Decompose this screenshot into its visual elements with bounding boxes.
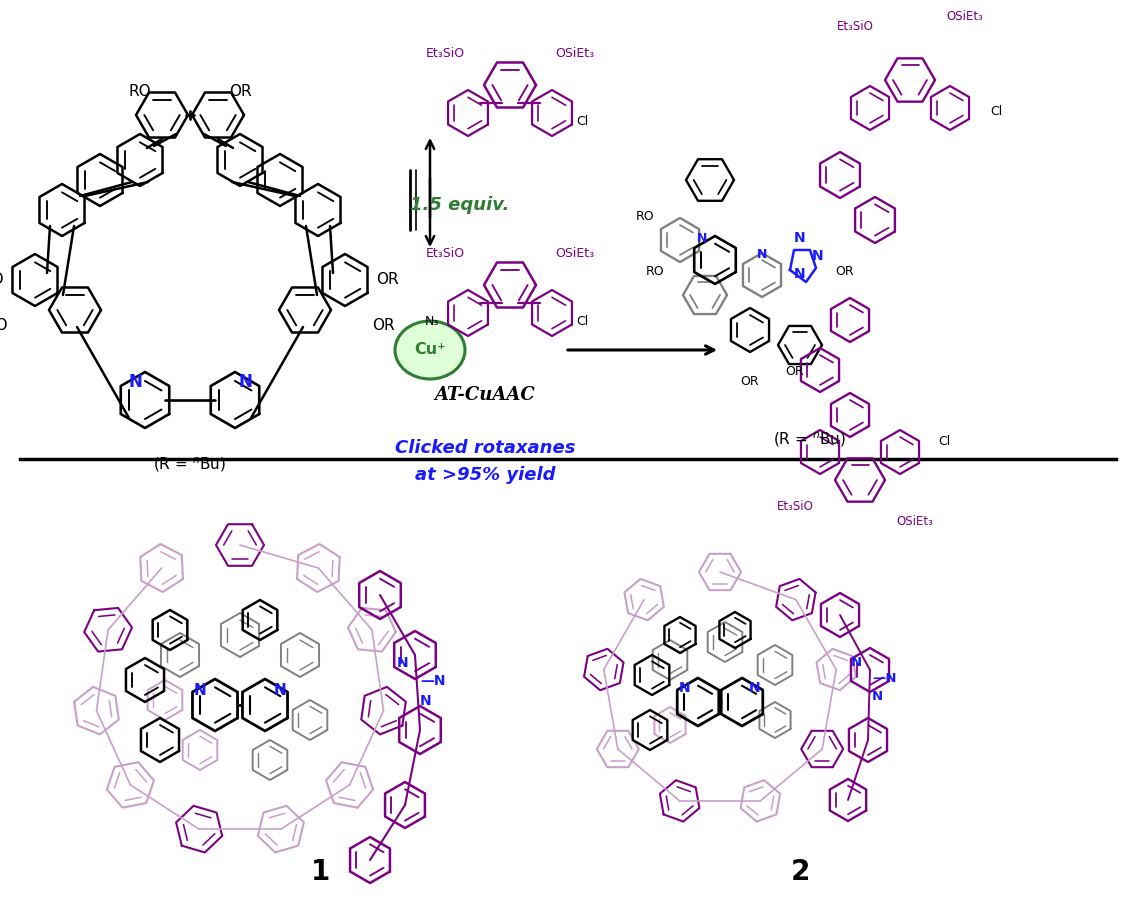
Text: Et₃SiO: Et₃SiO <box>836 20 874 33</box>
Text: OSiEt₃: OSiEt₃ <box>946 10 984 23</box>
Text: OSiEt₃: OSiEt₃ <box>556 247 594 260</box>
Text: 1.5 equiv.: 1.5 equiv. <box>410 196 510 214</box>
Text: Et₃SiO: Et₃SiO <box>426 247 465 260</box>
Text: N: N <box>794 267 805 281</box>
Text: RO: RO <box>0 273 5 287</box>
Text: N: N <box>128 373 142 391</box>
Text: Et₃SiO: Et₃SiO <box>426 47 465 60</box>
Text: OR: OR <box>376 273 399 287</box>
Text: 2: 2 <box>791 858 810 886</box>
Text: 1: 1 <box>310 858 329 886</box>
Text: N: N <box>812 249 824 263</box>
Text: Clicked rotaxanes: Clicked rotaxanes <box>394 439 575 457</box>
Text: N: N <box>757 248 767 261</box>
Text: OSiEt₃: OSiEt₃ <box>896 515 934 528</box>
Text: N: N <box>398 656 409 670</box>
Text: OR: OR <box>228 84 251 99</box>
Text: N: N <box>872 690 883 703</box>
Text: OR: OR <box>786 365 804 378</box>
Text: N: N <box>696 232 708 245</box>
Text: N: N <box>679 681 691 695</box>
Text: N: N <box>851 656 861 669</box>
Text: OR: OR <box>836 265 854 278</box>
Text: AT-CuAAC: AT-CuAAC <box>435 386 535 404</box>
Ellipse shape <box>395 321 465 379</box>
Text: N: N <box>239 373 252 391</box>
Text: OSiEt₃: OSiEt₃ <box>556 47 594 60</box>
Text: RO: RO <box>645 265 665 278</box>
Text: (R = $\mathit{^n}$Bu): (R = $\mathit{^n}$Bu) <box>153 455 226 475</box>
Text: —N: —N <box>872 672 896 685</box>
Text: N: N <box>420 694 432 708</box>
Text: RO: RO <box>0 318 8 332</box>
Text: at >95% yield: at >95% yield <box>415 466 556 484</box>
Text: Et₃SiO: Et₃SiO <box>777 500 813 513</box>
Text: Cl: Cl <box>989 105 1002 118</box>
Text: OR: OR <box>741 375 759 388</box>
Text: —N: —N <box>420 674 445 688</box>
Text: (R = $\mathit{^n}$Bu): (R = $\mathit{^n}$Bu) <box>774 431 846 449</box>
Text: N₃: N₃ <box>425 315 440 328</box>
Text: Cl: Cl <box>576 115 588 128</box>
Text: RO: RO <box>128 84 151 99</box>
Text: OR: OR <box>371 318 394 332</box>
Text: N: N <box>794 231 805 245</box>
Text: N: N <box>749 681 761 695</box>
Text: N: N <box>193 683 207 698</box>
Text: Cl: Cl <box>938 435 950 448</box>
Text: N: N <box>274 683 286 698</box>
Text: RO: RO <box>636 210 654 223</box>
Text: Cu⁺: Cu⁺ <box>415 342 445 357</box>
Text: Cl: Cl <box>576 315 588 328</box>
